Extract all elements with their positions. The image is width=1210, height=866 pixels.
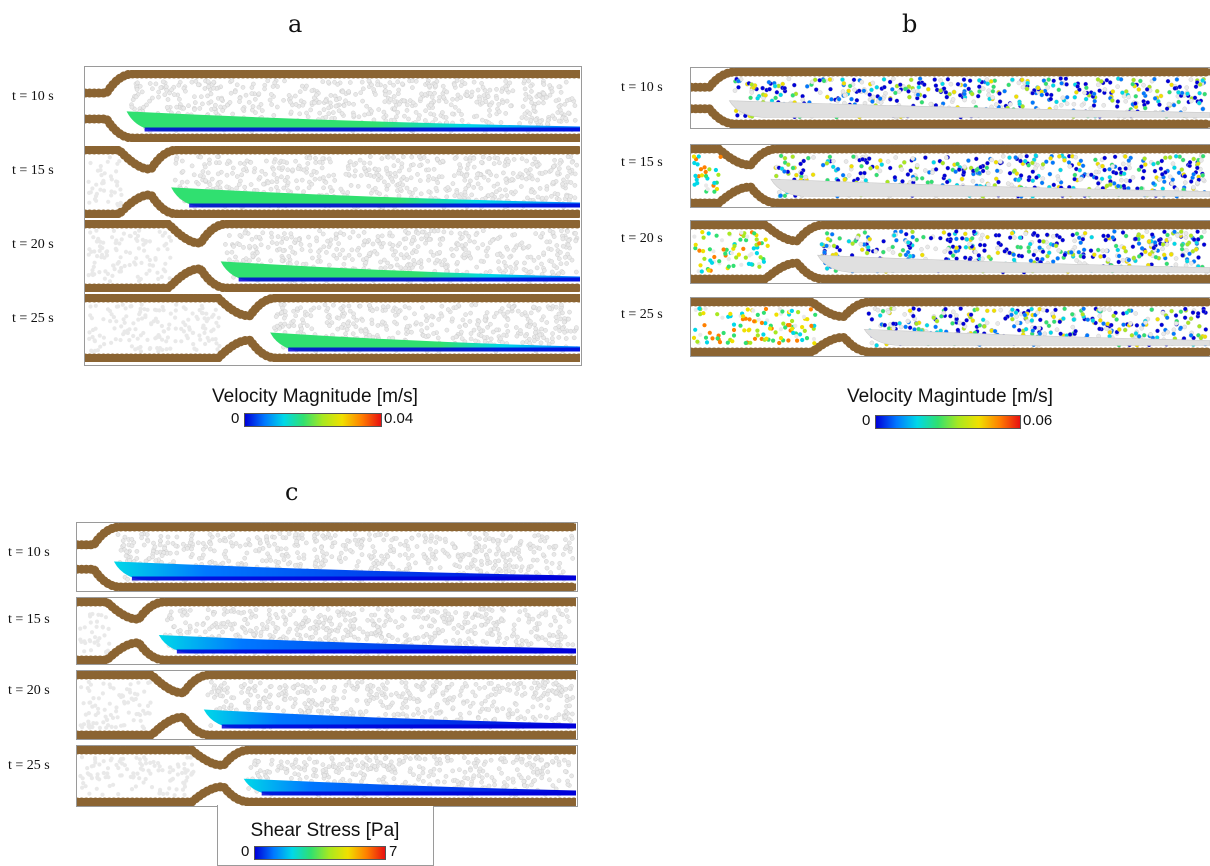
colorbar-title-a: Velocity Magnitude [m/s]: [190, 386, 440, 408]
colorbar-max-c: 7: [389, 843, 397, 860]
time-label: t = 20 s: [621, 231, 663, 247]
simulation-snapshot-b-t15: [691, 145, 1210, 207]
time-label: t = 25 s: [8, 758, 50, 774]
simulation-snapshot-c-t10: [77, 523, 576, 591]
simulation-snapshot-a-t10: [85, 70, 580, 142]
colorbar-max-a: 0.04: [384, 410, 413, 427]
colorbar-min-c: 0: [241, 843, 249, 860]
time-label: t = 15 s: [8, 612, 50, 628]
panel-letter-b: b: [902, 10, 917, 38]
simulation-snapshot-a-t15: [85, 146, 580, 218]
colorbar-b: [875, 415, 1021, 429]
time-label: t = 25 s: [621, 307, 663, 323]
colorbar-min-b: 0: [862, 412, 870, 429]
panel-letter-a: a: [288, 10, 302, 38]
colorbar-title-c: Shear Stress [Pa]: [225, 820, 425, 842]
colorbar-min-a: 0: [231, 410, 239, 427]
simulation-snapshot-c-t15: [77, 598, 576, 664]
time-label: t = 10 s: [8, 545, 50, 561]
simulation-snapshot-b-t25: [691, 298, 1210, 356]
simulation-snapshot-b-t20: [691, 221, 1210, 283]
colorbar-max-b: 0.06: [1023, 412, 1052, 429]
colorbar-a: [244, 413, 382, 427]
simulation-snapshot-c-t20: [77, 671, 576, 739]
panel-letter-c: c: [285, 478, 298, 506]
simulation-snapshot-b-t10: [691, 68, 1210, 128]
time-label: t = 10 s: [12, 89, 54, 105]
simulation-snapshot-a-t25: [85, 294, 580, 362]
colorbar-c: [254, 846, 386, 860]
time-label: t = 15 s: [621, 155, 663, 171]
time-label: t = 20 s: [8, 683, 50, 699]
simulation-snapshot-c-t25: [77, 746, 576, 806]
simulation-snapshot-a-t20: [85, 220, 580, 292]
colorbar-title-b: Velocity Magintude [m/s]: [815, 386, 1085, 408]
time-label: t = 15 s: [12, 163, 54, 179]
time-label: t = 20 s: [12, 237, 54, 253]
time-label: t = 25 s: [12, 311, 54, 327]
time-label: t = 10 s: [621, 80, 663, 96]
